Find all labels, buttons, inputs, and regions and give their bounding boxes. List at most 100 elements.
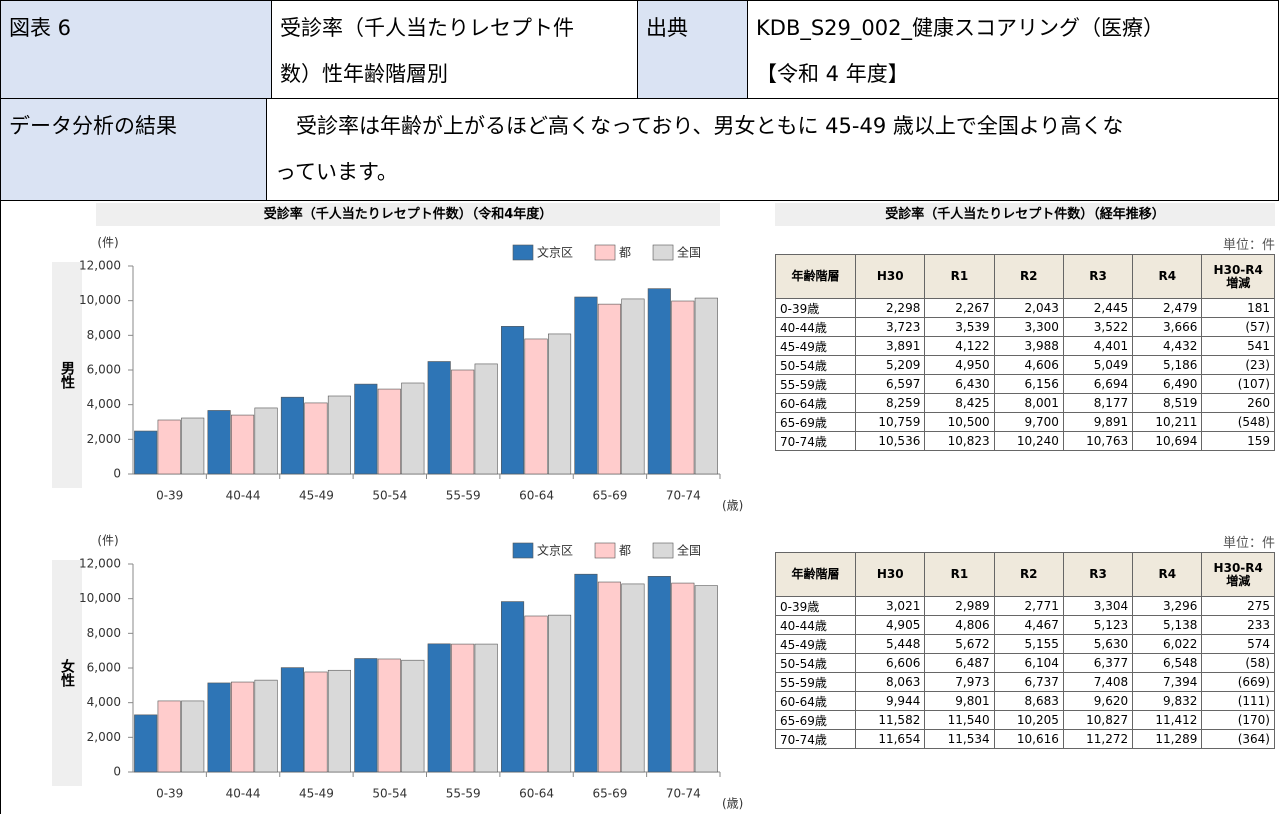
row: 70-74歳 10,536 10,823 10,240 10,763 10,694 159 — [774, 431, 1275, 451]
bar — [134, 430, 158, 475]
cell: 6,022 — [1132, 634, 1203, 654]
row: 45-49歳 3,891 4,122 3,988 4,401 4,432 541 — [774, 336, 1275, 356]
fig-label: 図表 6 — [9, 16, 72, 40]
bar — [427, 361, 451, 475]
unit-label: 単位：件 — [1222, 238, 1275, 253]
legend-swatch — [512, 542, 534, 559]
y-tick-label: 8,000 — [87, 626, 121, 640]
cell: 4,432 — [1132, 336, 1203, 356]
column-header: R4 — [1132, 254, 1203, 299]
analysis-line: っています。 — [275, 160, 398, 184]
cell: 6,606 — [855, 653, 926, 673]
cell: 4,806 — [924, 615, 995, 635]
x-tick-label: 0-39 — [156, 787, 183, 801]
data-table: 年齢階層 H30 R1 R2 R3 R4 H30-R4 増減 0-39歳 2,298 2,267 2… — [774, 254, 1275, 451]
cell: 574 — [1201, 634, 1275, 654]
bar — [181, 700, 205, 773]
bar — [548, 333, 572, 475]
cell: 3,021 — [855, 596, 926, 616]
y-tick-label: 4,000 — [87, 397, 121, 411]
y-tick-label: 4,000 — [87, 695, 121, 709]
x-tick-label: 65-69 — [593, 787, 628, 801]
cell: 4,467 — [993, 615, 1064, 635]
cell: 3,300 — [993, 317, 1064, 337]
cell: 2,771 — [993, 596, 1064, 616]
x-tick-label: 65-69 — [593, 489, 628, 503]
chart: (件) (歳) 0 2,000 4,000 6,000 8,000 10,000 12,000 0… — [79, 534, 743, 811]
bar — [548, 614, 572, 773]
cell: 4,401 — [1062, 336, 1134, 356]
cell: 5,186 — [1132, 355, 1203, 375]
bar — [280, 667, 304, 773]
cell: 6,430 — [924, 374, 995, 394]
cell: 5,049 — [1062, 355, 1134, 375]
bar — [354, 383, 378, 475]
bar — [377, 388, 401, 475]
cell: 4,950 — [924, 355, 995, 375]
cell: 3,723 — [855, 317, 926, 337]
legend-label: 全国 — [677, 245, 701, 260]
analysis-line: 受診率は年齢が上がるほど高くなっており、男女ともに 45-49 歳以上で全国より… — [275, 114, 1124, 138]
cell: 6,737 — [993, 672, 1064, 692]
cell: 50-54歳 — [774, 653, 857, 673]
bar — [524, 615, 548, 773]
cell: 275 — [1201, 596, 1275, 616]
cell: 3,304 — [1062, 596, 1134, 616]
cell: 9,944 — [855, 691, 926, 711]
x-tick-label: 55-59 — [446, 787, 481, 801]
cell: 5,138 — [1132, 615, 1203, 635]
cell: 6,104 — [993, 653, 1064, 673]
y-tick-label: 6,000 — [87, 363, 121, 377]
cell: 6,377 — [1062, 653, 1134, 673]
bar — [694, 297, 718, 475]
cell: 6,487 — [924, 653, 995, 673]
bar — [254, 407, 278, 475]
cell: 0-39歳 — [774, 298, 857, 318]
y-tick-label: 10,000 — [79, 293, 121, 307]
cell: 11,654 — [855, 729, 926, 749]
bar — [427, 643, 451, 773]
bar — [207, 682, 231, 773]
x-tick-label: 70-74 — [666, 787, 701, 801]
analysis-label-cell: データ分析の結果 — [0, 98, 267, 201]
row: 50-54歳 6,606 6,487 6,104 6,377 6,548 (58) — [774, 653, 1275, 673]
bar — [574, 296, 598, 475]
column-header: R4 — [1132, 552, 1203, 597]
unit-label: 単位：件 — [1222, 536, 1275, 551]
cell: 40-44歳 — [774, 317, 857, 337]
x-tick-label: 50-54 — [372, 787, 407, 801]
cell: 2,989 — [924, 596, 995, 616]
x-unit: (歳) — [722, 499, 743, 513]
bar — [597, 581, 621, 773]
column-header: H30 — [855, 254, 926, 299]
cell: 45-49歳 — [774, 336, 857, 356]
cell: 5,630 — [1062, 634, 1134, 654]
row: 65-69歳 11,582 11,540 10,205 10,827 11,412 (170… — [774, 710, 1275, 730]
row: 55-59歳 8,063 7,973 6,737 7,408 7,394 (669) — [774, 672, 1275, 692]
table-title: 受診率（千人当たりレセプト件数）（経年推移） — [775, 203, 1275, 226]
row: 0-39歳 3,021 2,989 2,771 3,304 3,296 275 — [774, 596, 1275, 616]
legend-label: 全国 — [677, 543, 701, 558]
x-tick-label: 60-64 — [519, 787, 554, 801]
cell: 181 — [1201, 298, 1275, 318]
cell: 8,425 — [924, 393, 995, 413]
cell: 10,500 — [924, 412, 995, 432]
column-header: R1 — [924, 552, 995, 597]
row: 65-69歳 10,759 10,500 9,700 9,891 10,211 (548) — [774, 412, 1275, 432]
cell: 11,582 — [855, 710, 926, 730]
cell: 10,827 — [1062, 710, 1134, 730]
chart-title: 受診率（千人当たりレセプト件数）（令和4年度） — [96, 203, 720, 226]
row: 60-64歳 9,944 9,801 8,683 9,620 9,832 (111) — [774, 691, 1275, 711]
left-border — [0, 200, 1, 814]
row: 40-44歳 4,905 4,806 4,467 5,123 5,138 233 — [774, 615, 1275, 635]
cell: 260 — [1201, 393, 1275, 413]
bar — [181, 417, 205, 475]
legend-label: 文京区 — [537, 543, 573, 558]
bar — [647, 576, 671, 773]
cell: 65-69歳 — [774, 412, 857, 432]
cell: 6,156 — [993, 374, 1064, 394]
x-tick-label: 45-49 — [299, 787, 334, 801]
cell: 9,801 — [924, 691, 995, 711]
row: 70-74歳 11,654 11,534 10,616 11,272 11,289 (364… — [774, 729, 1275, 749]
analysis-cell: 受診率は年齢が上がるほど高くなっており、男女ともに 45-49 歳以上で全国より… — [266, 98, 1279, 201]
